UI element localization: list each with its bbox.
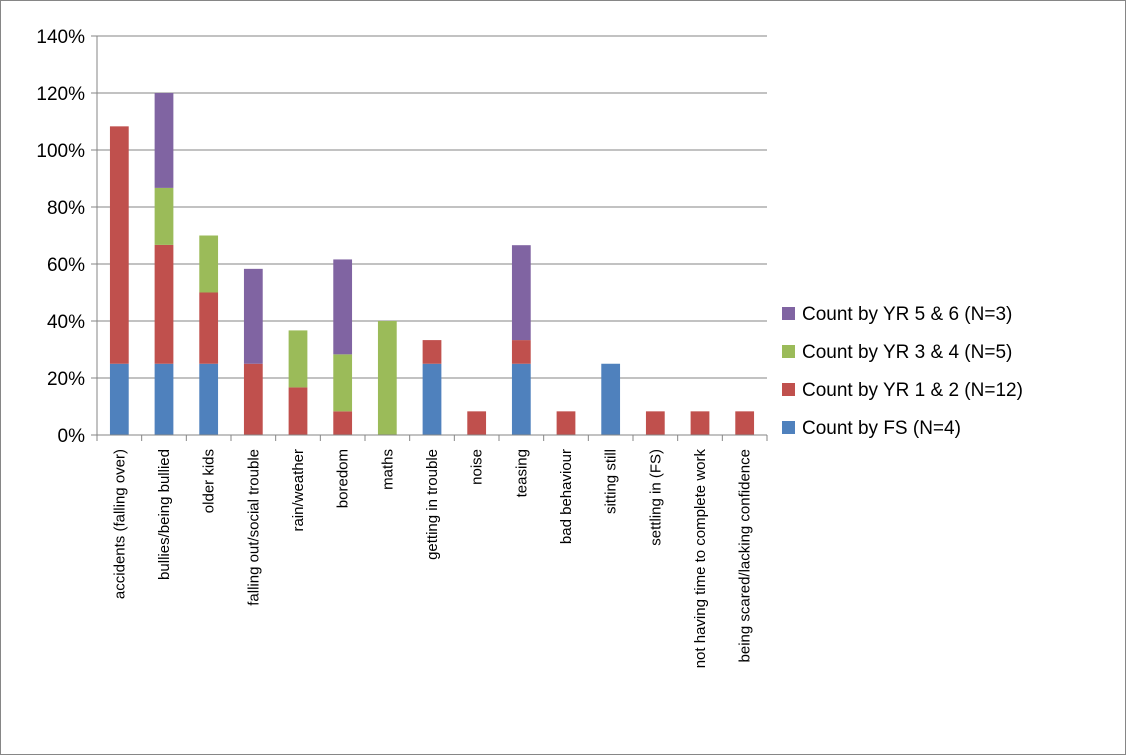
legend-label: Count by YR 5 & 6 (N=3): [802, 304, 1012, 325]
category-label: teasing: [513, 449, 530, 497]
bar-segment: [154, 244, 174, 364]
bar-segment: [422, 363, 442, 435]
category-label: accidents (falling over): [111, 449, 128, 599]
category-label: settling in (FS): [647, 449, 664, 546]
legend-swatch: [782, 307, 795, 320]
y-tick-labels: 0% 20% 40% 60% 80% 100% 120% 140%: [36, 27, 85, 447]
y-tick-label: 20%: [47, 369, 85, 390]
bar-segment: [199, 292, 219, 364]
bar-segment: [109, 126, 129, 364]
legend-swatch: [782, 345, 795, 358]
bar-segment: [333, 411, 353, 435]
bar-segment: [243, 268, 263, 364]
legend-label: Count by FS (N=4): [802, 418, 961, 439]
bar-segment: [377, 321, 397, 435]
category-label: falling out/social trouble: [245, 449, 262, 606]
category-labels: accidents (falling over) bullies/being bu…: [111, 449, 753, 669]
bar-segment: [288, 330, 308, 388]
bar-segment: [199, 363, 219, 435]
bar-segment: [511, 245, 531, 341]
bar-segment: [288, 387, 308, 435]
category-label: bad behaviour: [558, 449, 575, 544]
legend-label: Count by YR 3 & 4 (N=5): [802, 342, 1012, 363]
category-label: being scared/lacking confidence: [737, 449, 754, 662]
bar-segment: [199, 235, 219, 293]
bar-segment: [735, 411, 755, 435]
category-label: boredom: [335, 449, 352, 508]
bar-segment: [154, 187, 174, 245]
legend: Count by YR 5 & 6 (N=3) Count by YR 3 & 4…: [782, 304, 1023, 439]
bar-segment: [645, 411, 665, 435]
y-tick-label: 80%: [47, 198, 85, 219]
legend-swatch: [782, 383, 795, 396]
category-label: not having time to complete work: [692, 449, 709, 669]
category-label: getting in trouble: [424, 449, 441, 560]
bar-segment: [333, 354, 353, 412]
category-label: noise: [469, 449, 486, 485]
bar-segment: [333, 259, 353, 355]
y-tick-label: 140%: [36, 27, 85, 48]
bars: [109, 93, 755, 435]
bar-segment: [154, 363, 174, 435]
y-tick-label: 100%: [36, 141, 85, 162]
bar-segment: [243, 363, 263, 435]
y-tick-label: 0%: [58, 426, 86, 447]
gridlines: [97, 35, 767, 379]
category-label: older kids: [201, 449, 218, 513]
category-label: maths: [379, 449, 396, 490]
legend-label: Count by YR 1 & 2 (N=12): [802, 380, 1023, 401]
bar-segment: [467, 411, 487, 435]
category-label: rain/weather: [290, 449, 307, 532]
y-tick-label: 40%: [47, 312, 85, 333]
bar-segment: [690, 411, 710, 435]
bar-segment: [601, 363, 621, 435]
bar-segment: [154, 93, 174, 188]
category-label: bullies/being bullied: [156, 449, 173, 580]
bar-segment: [511, 340, 531, 364]
axes: [91, 35, 768, 441]
bar-segment: [556, 411, 576, 435]
y-tick-label: 60%: [47, 255, 85, 276]
category-label: sitting still: [603, 449, 620, 514]
bar-segment: [511, 363, 531, 435]
legend-swatch: [782, 421, 795, 434]
y-tick-label: 120%: [36, 84, 85, 105]
bar-segment: [422, 340, 442, 364]
bar-segment: [109, 363, 129, 435]
